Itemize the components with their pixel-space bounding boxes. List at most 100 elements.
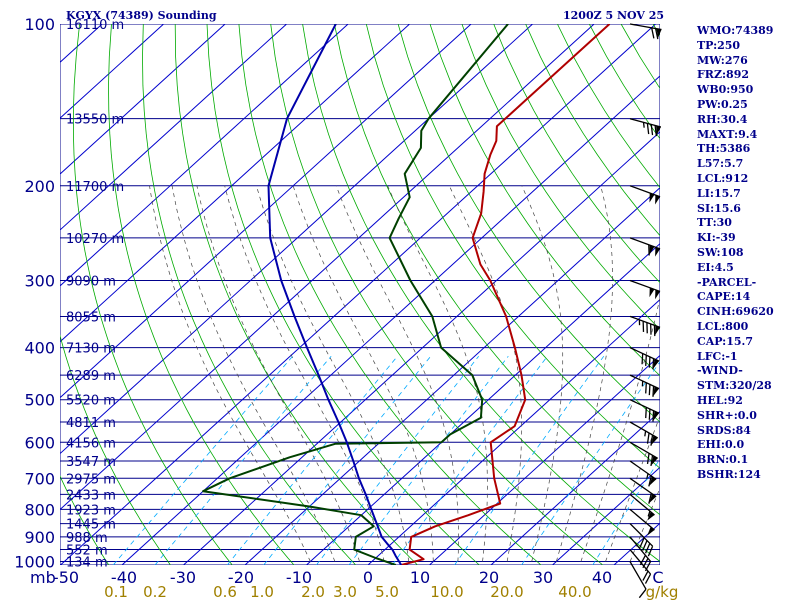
dry-adiabat-line bbox=[174, 24, 418, 565]
moist-adiabat-line bbox=[387, 185, 488, 562]
barb-pennant bbox=[656, 28, 662, 39]
pressure-tick-label: 900 bbox=[24, 528, 55, 547]
station-title: KGYX (74389) Sounding bbox=[66, 9, 217, 22]
barb-half-flag bbox=[646, 473, 649, 480]
wind-barb bbox=[629, 23, 662, 40]
temperature-tick-label: -20 bbox=[228, 568, 254, 587]
dry-adiabat-line bbox=[461, 24, 660, 330]
moist-adiabat-line bbox=[196, 185, 360, 562]
isotherm-line bbox=[367, 298, 660, 565]
barb-shaft bbox=[629, 523, 654, 547]
barb-shaft bbox=[629, 185, 661, 198]
barb-full-flag bbox=[641, 353, 644, 365]
height-label: 1923 m bbox=[66, 503, 116, 518]
barb-pennant bbox=[649, 476, 657, 486]
moist-adiabat-line bbox=[149, 185, 311, 562]
temperature-tick-label: -30 bbox=[170, 568, 196, 587]
barb-shaft bbox=[629, 549, 652, 575]
barb-pennant bbox=[649, 493, 657, 503]
mixing-ratio-tick-label: 10.0 bbox=[430, 583, 463, 600]
barb-pennant bbox=[649, 245, 655, 255]
dry-adiabat-line bbox=[780, 24, 800, 565]
pressure-tick-label: 200 bbox=[24, 177, 55, 196]
pressure-tick-label: 100 bbox=[24, 15, 55, 34]
height-label: 8055 m bbox=[66, 310, 116, 325]
barb-shaft bbox=[629, 561, 647, 590]
isotherm-line bbox=[490, 410, 660, 565]
sounding-index: SRDS:84 bbox=[697, 423, 751, 437]
dry-adiabat-line bbox=[493, 24, 660, 284]
sounding-index: BSHR:124 bbox=[697, 467, 761, 481]
wind-barb bbox=[629, 421, 659, 446]
barb-full-flag bbox=[642, 558, 649, 569]
barb-pennant bbox=[656, 125, 661, 136]
sounding-index: LI:15.7 bbox=[697, 186, 741, 200]
sounding-index: STM:320/28 bbox=[697, 379, 772, 393]
dry-adiabat-line bbox=[365, 24, 660, 469]
wind-barb bbox=[629, 347, 660, 370]
barb-full-flag bbox=[650, 455, 654, 467]
barb-pennant bbox=[653, 386, 660, 396]
pressure-tick-label: 600 bbox=[24, 433, 55, 452]
temperature-tick-label: 10 bbox=[410, 568, 430, 587]
height-label: 10270 m bbox=[66, 232, 124, 247]
barb-full-flag bbox=[650, 323, 652, 335]
height-label: 16110 m bbox=[66, 18, 124, 33]
barb-full-flag bbox=[648, 244, 650, 256]
barb-full-flag bbox=[652, 358, 655, 370]
moist-adiabat-line bbox=[335, 185, 459, 562]
barb-pennant bbox=[655, 195, 661, 205]
temperature-tick-label: -40 bbox=[111, 568, 137, 587]
barb-half-flag bbox=[642, 122, 645, 128]
height-label: 4811 m bbox=[66, 416, 116, 431]
barb-full-flag bbox=[646, 322, 648, 334]
dry-adiabat-line bbox=[334, 24, 660, 516]
chart-grid bbox=[60, 24, 800, 565]
mixing-ratio-tick-label: 0.1 bbox=[104, 583, 128, 600]
mixing-ratio-line bbox=[454, 355, 605, 565]
barb-full-flag bbox=[647, 545, 654, 557]
barb-full-flag bbox=[644, 573, 652, 584]
mixing-ratio-line bbox=[154, 355, 332, 565]
barb-pennant bbox=[655, 247, 661, 257]
barb-full-flag bbox=[648, 384, 651, 396]
sounding-index: MAXT:9.4 bbox=[697, 127, 758, 141]
barb-pennant bbox=[649, 287, 655, 298]
height-label: 552 m bbox=[66, 544, 108, 559]
parcel-path bbox=[267, 24, 403, 565]
dry-adiabat-line bbox=[302, 24, 660, 563]
barb-full-flag bbox=[648, 408, 651, 420]
mixing-ratio-tick-label: 3.0 bbox=[333, 583, 357, 600]
barb-full-flag bbox=[654, 28, 659, 40]
sounding-index: SHR+:0.0 bbox=[697, 408, 757, 422]
wind-barb bbox=[629, 460, 657, 487]
barb-shaft bbox=[629, 23, 662, 31]
pressure-unit-label: mb bbox=[30, 568, 56, 587]
sounding-index: RH:30.4 bbox=[697, 112, 748, 126]
moist-adiabat-line bbox=[555, 185, 613, 562]
mixing-ratio-unit-label: g/kg bbox=[646, 583, 679, 600]
barb-full-flag bbox=[639, 537, 645, 548]
barb-full-flag bbox=[646, 123, 650, 135]
sounding-index: EI:4.5 bbox=[697, 260, 734, 274]
height-label: 13550 m bbox=[66, 113, 124, 128]
barb-half-flag bbox=[644, 430, 647, 437]
barb-half-flag bbox=[647, 510, 651, 517]
barb-full-flag bbox=[646, 453, 650, 465]
temperature-tick-label: -50 bbox=[53, 568, 79, 587]
wind-barb bbox=[629, 315, 661, 337]
barb-full-flag bbox=[638, 588, 647, 599]
sounding-index: LCL:800 bbox=[697, 319, 749, 333]
barb-full-flag bbox=[639, 554, 646, 566]
mixing-ratio-tick-label: 2.0 bbox=[301, 583, 325, 600]
mixing-ratio-line bbox=[226, 355, 398, 565]
moist-adiabat-line bbox=[224, 185, 385, 562]
sounding-index: TH:5386 bbox=[697, 142, 751, 156]
barb-shaft bbox=[629, 237, 661, 250]
barb-half-flag bbox=[638, 319, 641, 326]
barb-shaft bbox=[629, 279, 661, 293]
barb-pennant bbox=[647, 511, 655, 521]
barb-full-flag bbox=[644, 543, 651, 554]
height-label: 11700 m bbox=[66, 180, 124, 195]
sounding-index: LCL:912 bbox=[697, 171, 749, 185]
